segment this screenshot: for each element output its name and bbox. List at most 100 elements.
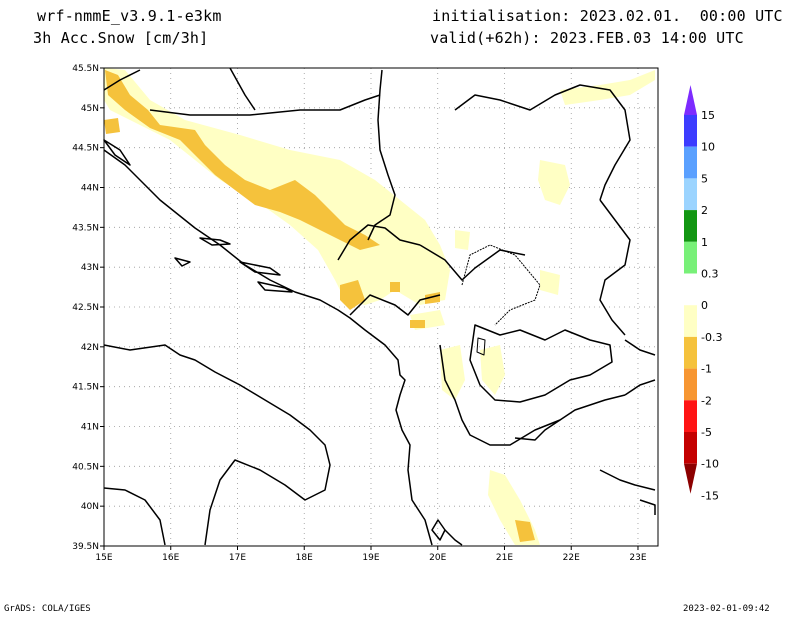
- snow-area-light: [560, 70, 655, 105]
- island-korcula: [239, 261, 281, 276]
- border-montenegro-albania: [349, 294, 441, 316]
- lon-label: 15E: [95, 553, 112, 563]
- greece-chalkidiki: [514, 419, 561, 441]
- grads-credit: GrADS: COLA/IGES: [4, 604, 91, 614]
- greece-euboea: [639, 499, 656, 515]
- snow-area-light: [104, 68, 450, 305]
- colorbar-swatch: [684, 305, 697, 337]
- lat-label: 41N: [81, 423, 99, 433]
- border-north-macedonia: [469, 324, 613, 403]
- plot-timestamp: 2023-02-01-09:42: [683, 604, 770, 614]
- lon-label: 23E: [629, 553, 646, 563]
- lat-label: 44.5N: [72, 144, 99, 154]
- lat-label: 42N: [81, 343, 99, 353]
- greece-coast: [624, 379, 656, 396]
- colorbar-swatch: [684, 432, 697, 464]
- lon-label: 20E: [429, 553, 446, 563]
- border-bosnia: [149, 94, 381, 116]
- border-serbia-bulgaria: [599, 199, 631, 336]
- snow-area-medium: [425, 292, 440, 304]
- snow-area-light: [440, 345, 465, 400]
- snow-area-light: [538, 160, 570, 205]
- axis-ticks: 45.5N 45N 44.5N 44N 43.5N 43N 42.5N 42N 41.5N 41N…: [72, 64, 647, 563]
- snow-area-light: [480, 345, 505, 395]
- snow-area-light: [540, 270, 560, 295]
- italy-heel: [103, 487, 166, 546]
- border-bosnia-serbia: [367, 69, 396, 241]
- snow-shading: [104, 68, 655, 545]
- colorbar-arrow-bottom: [684, 463, 697, 494]
- island-brac: [174, 257, 191, 267]
- snow-area-medium: [105, 70, 380, 250]
- border-bosnia-montenegro: [337, 224, 421, 261]
- colorbar-label: -2: [701, 394, 712, 407]
- colorbar-label: -5: [701, 426, 712, 439]
- greece-thessaly-coast: [599, 469, 656, 491]
- snow-area-light: [455, 230, 470, 250]
- initialisation-time: initialisation: 2023.02.01. 00:00 UTC: [432, 7, 783, 25]
- lon-label: 19E: [362, 553, 379, 563]
- snow-area-medium: [515, 520, 535, 542]
- colorbar-swatch: [684, 368, 697, 401]
- lon-label: 18E: [296, 553, 313, 563]
- colorbar-label: -0.3: [701, 331, 722, 344]
- border-albania-greece: [439, 344, 626, 446]
- lat-label: 45N: [81, 104, 99, 114]
- island-hvar: [199, 237, 231, 246]
- colorbar-label: 2: [701, 204, 708, 217]
- valid-time: valid(+62h): 2023.FEB.03 14:00 UTC: [430, 29, 744, 47]
- border-bulgaria-greece: [624, 339, 656, 356]
- colorbar-label: -1: [701, 363, 712, 376]
- greece-west-coast: [444, 529, 463, 546]
- variable-title: 3h Acc.Snow [cm/3h]: [33, 29, 209, 47]
- colorbar-label: 5: [701, 172, 708, 185]
- snow-area-medium: [340, 280, 365, 310]
- lat-label: 45.5N: [72, 64, 99, 74]
- border-serbia-romania: [454, 84, 631, 201]
- snow-area-medium: [390, 282, 400, 292]
- colorbar-label: 0.3: [701, 268, 719, 281]
- model-title: wrf-nmmE_v3.9.1-e3km: [37, 7, 222, 25]
- colorbar-label: 1: [701, 236, 708, 249]
- colorbar-label: -10: [701, 458, 719, 471]
- lake-ohrid: [476, 337, 486, 356]
- colorbar-swatch: [684, 210, 697, 242]
- snow-area-medium: [410, 320, 425, 328]
- colorbar-swatch: [684, 273, 697, 306]
- italy-coast: [103, 344, 331, 546]
- colorbar-label: 0: [701, 299, 708, 312]
- greece-corfu: [431, 519, 446, 541]
- coastlines-and-borders: [103, 67, 656, 546]
- colorbar-swatch: [684, 115, 697, 147]
- colorbar-label: 10: [701, 141, 715, 154]
- lat-label: 40.5N: [72, 462, 99, 472]
- colorbar: 15 10 5 2 1 0.3 0 -0.3 -1 -2 -5 -10 -15: [684, 85, 722, 502]
- lon-label: 21E: [496, 553, 513, 563]
- island-mljet: [257, 281, 293, 293]
- adriatic-east-coast: [103, 149, 433, 546]
- colorbar-swatch: [684, 241, 697, 274]
- lon-label: 16E: [162, 553, 179, 563]
- lat-label: 41.5N: [72, 383, 99, 393]
- colorbar-swatch: [684, 400, 697, 432]
- lat-label: 42.5N: [72, 303, 99, 313]
- border-serbia-kosovo: [419, 244, 526, 281]
- lat-label: 43N: [81, 263, 99, 273]
- colorbar-swatch: [684, 336, 697, 369]
- border-slovenia-croatia: [103, 69, 141, 91]
- lat-label: 44N: [81, 184, 99, 194]
- lon-label: 17E: [229, 553, 246, 563]
- snow-area-medium: [104, 118, 120, 134]
- colorbar-swatch: [684, 178, 697, 211]
- lat-label: 43.5N: [72, 223, 99, 233]
- lat-label: 39.5N: [72, 542, 99, 552]
- colorbar-label: -15: [701, 489, 719, 502]
- colorbar-arrow-top: [684, 85, 697, 115]
- border-kosovo: [461, 244, 541, 326]
- island-kvarner: [103, 139, 131, 166]
- colorbar-swatch: [684, 146, 697, 179]
- lon-label: 22E: [563, 553, 580, 563]
- border-croatia-hungary: [229, 67, 256, 111]
- colorbar-label: 15: [701, 109, 715, 122]
